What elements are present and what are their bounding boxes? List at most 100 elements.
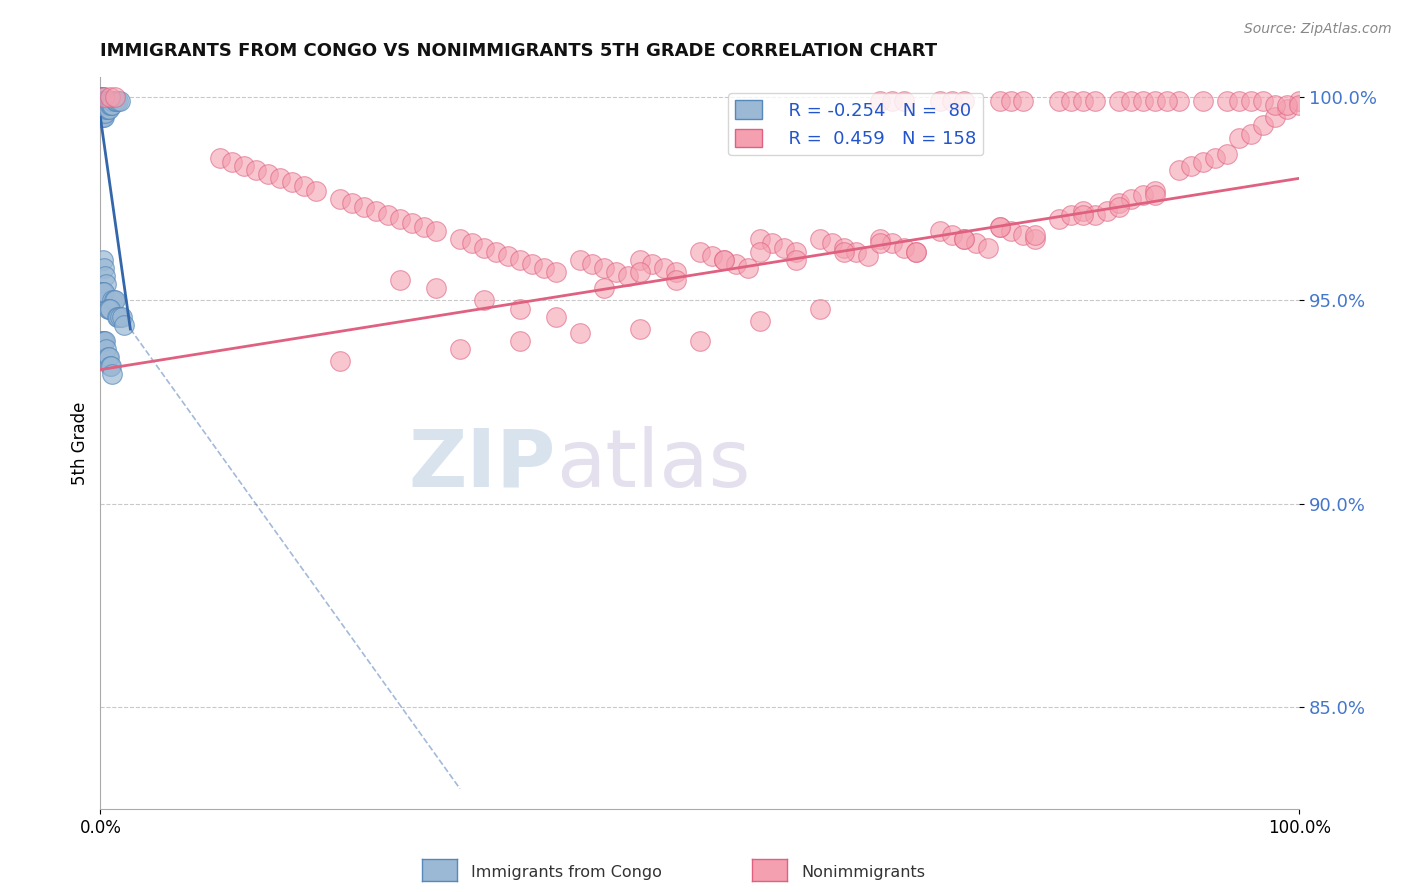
Point xyxy=(96,98,118,112)
Point xyxy=(108,310,131,324)
Point xyxy=(1097,203,1119,218)
Point xyxy=(605,265,627,279)
Text: IMMIGRANTS FROM CONGO VS NONIMMIGRANTS 5TH GRADE CORRELATION CHART: IMMIGRANTS FROM CONGO VS NONIMMIGRANTS 5… xyxy=(100,42,938,60)
Point xyxy=(90,106,112,120)
Point xyxy=(748,244,770,259)
Point xyxy=(952,94,974,108)
Y-axis label: 5th Grade: 5th Grade xyxy=(72,401,89,484)
Point xyxy=(689,334,711,348)
Point xyxy=(98,90,121,104)
Point xyxy=(100,98,122,112)
Point xyxy=(1073,208,1095,222)
Point xyxy=(1264,110,1286,124)
Point xyxy=(257,167,280,181)
Point xyxy=(93,260,115,275)
Point xyxy=(1049,94,1071,108)
Point xyxy=(401,216,423,230)
Point xyxy=(737,260,759,275)
Point xyxy=(97,301,120,316)
Point xyxy=(94,334,117,348)
Point xyxy=(89,98,111,112)
Point xyxy=(90,110,112,124)
Point xyxy=(641,257,664,271)
Point xyxy=(544,265,567,279)
Point xyxy=(713,252,735,267)
Point xyxy=(389,212,412,227)
Point xyxy=(808,301,831,316)
Point xyxy=(1251,119,1274,133)
Point xyxy=(101,94,124,108)
Point xyxy=(209,151,232,165)
Point xyxy=(98,98,121,112)
Point xyxy=(976,240,998,254)
Point xyxy=(1144,94,1167,108)
Point xyxy=(533,260,555,275)
Point xyxy=(89,98,111,112)
Point xyxy=(1192,94,1215,108)
Point xyxy=(1251,94,1274,108)
Point xyxy=(496,249,519,263)
Point xyxy=(94,102,117,116)
Point xyxy=(305,184,328,198)
Point xyxy=(89,90,111,104)
Point xyxy=(1108,195,1130,210)
Point xyxy=(1108,94,1130,108)
Point xyxy=(90,334,112,348)
Point xyxy=(96,343,118,357)
Point xyxy=(665,265,688,279)
Point xyxy=(988,220,1011,235)
Point xyxy=(1288,98,1310,112)
Point xyxy=(425,224,447,238)
Point xyxy=(880,94,903,108)
Point xyxy=(93,98,115,112)
Point xyxy=(832,244,855,259)
Point xyxy=(91,285,114,300)
Point xyxy=(340,195,363,210)
Point xyxy=(1168,94,1191,108)
Text: Immigrants from Congo: Immigrants from Congo xyxy=(471,865,662,880)
Point xyxy=(97,98,120,112)
Point xyxy=(104,90,127,104)
Point xyxy=(94,268,117,283)
Point xyxy=(1180,159,1202,173)
Point xyxy=(329,192,352,206)
Point xyxy=(94,98,117,112)
Point xyxy=(91,102,114,116)
Point xyxy=(509,301,531,316)
Point xyxy=(832,240,855,254)
Point xyxy=(1000,94,1022,108)
Point xyxy=(98,94,121,108)
Point xyxy=(100,94,122,108)
Point xyxy=(105,310,128,324)
Point xyxy=(689,244,711,259)
Point xyxy=(1204,151,1226,165)
Point xyxy=(904,244,927,259)
Point xyxy=(93,110,115,124)
Text: atlas: atlas xyxy=(555,425,751,504)
Point xyxy=(89,106,111,120)
Point xyxy=(988,220,1011,235)
Text: Nonimmigrants: Nonimmigrants xyxy=(801,865,925,880)
Point xyxy=(1084,208,1107,222)
Point xyxy=(952,232,974,246)
Text: Source: ZipAtlas.com: Source: ZipAtlas.com xyxy=(1244,22,1392,37)
Point xyxy=(449,343,471,357)
Point xyxy=(91,334,114,348)
Point xyxy=(377,208,399,222)
Point xyxy=(1060,94,1083,108)
Point xyxy=(880,236,903,251)
Point xyxy=(617,268,640,283)
Point xyxy=(93,102,115,116)
Point xyxy=(652,260,675,275)
Point xyxy=(965,236,987,251)
Point xyxy=(111,310,134,324)
Point xyxy=(97,94,120,108)
Point xyxy=(96,277,118,292)
Point xyxy=(96,301,118,316)
Point xyxy=(628,252,651,267)
Point xyxy=(1227,130,1250,145)
Point xyxy=(103,293,125,308)
Point xyxy=(748,232,770,246)
Point xyxy=(544,310,567,324)
Point xyxy=(1060,208,1083,222)
